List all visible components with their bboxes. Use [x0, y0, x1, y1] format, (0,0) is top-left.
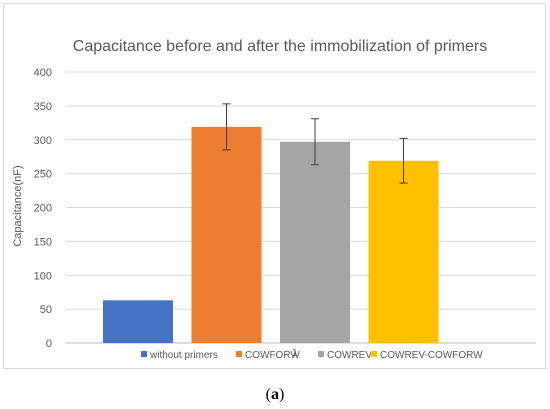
legend-swatch — [236, 351, 242, 357]
bar-cowrev-cowforw — [368, 160, 439, 343]
y-tick-label: 0 — [46, 338, 52, 350]
legend-label: COWREV-COWFORW — [380, 350, 483, 361]
y-tick-label: 350 — [34, 101, 52, 113]
bar-without-primers — [103, 300, 173, 343]
legend-label: COWFORW — [245, 350, 300, 361]
bars — [103, 126, 439, 343]
legend: without primers COWFORW COWREV COWREV-COWFO… — [141, 348, 483, 361]
figure-caption: (a) — [0, 386, 550, 404]
legend-note-marker: 1 — [292, 348, 298, 359]
legend-label: COWREV — [327, 350, 372, 361]
y-tick-label: 250 — [34, 169, 52, 181]
caption-letter: a — [271, 386, 279, 403]
caption-close: ) — [279, 386, 285, 403]
legend-label: without primers — [149, 350, 218, 361]
legend-swatch — [141, 351, 147, 357]
y-tick-label: 50 — [40, 304, 52, 316]
y-axis-ticks: 0 50 100 150 200 250 300 350 400 — [34, 67, 52, 350]
y-tick-label: 300 — [34, 135, 52, 147]
y-tick-label: 400 — [34, 67, 52, 79]
chart-frame: Capacitance before and after the immobil… — [3, 3, 546, 369]
y-tick-label: 150 — [34, 236, 52, 248]
chart-title: Capacitance before and after the immobil… — [73, 38, 487, 55]
bar-cowforw — [191, 126, 262, 343]
y-tick-label: 100 — [34, 270, 52, 282]
legend-swatch — [371, 351, 377, 357]
y-axis-label: Capacitance(nF) — [12, 165, 24, 246]
legend-swatch — [318, 351, 324, 357]
y-tick-label: 200 — [34, 203, 52, 215]
bar-cowrev — [280, 141, 350, 343]
bar-chart: Capacitance before and after the immobil… — [12, 38, 536, 361]
caption-open: ( — [265, 386, 271, 403]
error-bars — [222, 103, 408, 184]
